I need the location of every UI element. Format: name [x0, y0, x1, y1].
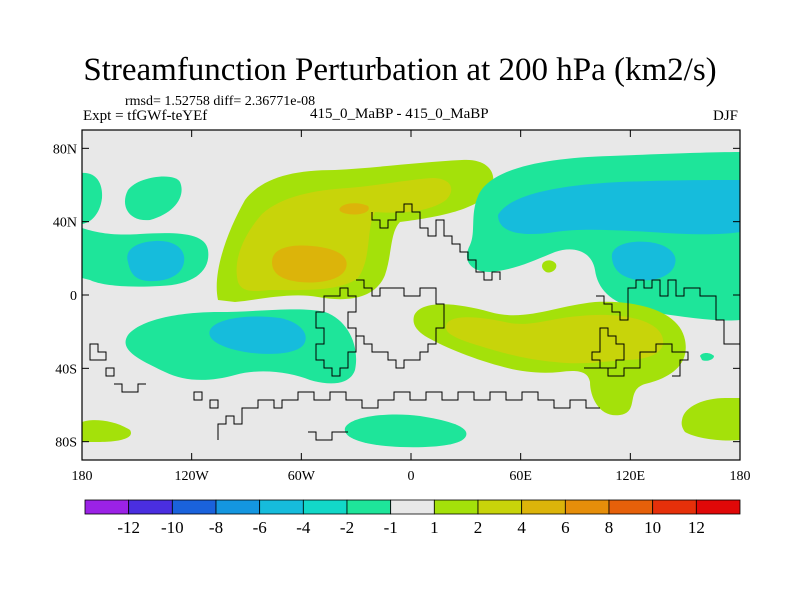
colorbar-label: 4: [517, 518, 526, 537]
x-tick-label: 120E: [616, 469, 646, 484]
colorbar-swatch: [477, 499, 523, 515]
colorbar-swatch: [521, 499, 566, 515]
colorbar-label: -8: [209, 518, 223, 537]
colorbar-label: 8: [605, 518, 614, 537]
chart-title: Streamfunction Perturbation at 200 hPa (…: [83, 52, 717, 88]
x-tick-label: 180: [730, 469, 751, 484]
colorbar-swatch: [695, 499, 741, 515]
contour-region-npac-core: [127, 240, 185, 282]
coast-maritime: [591, 327, 625, 369]
colorbar-label: -10: [161, 518, 184, 537]
colorbar-swatch: [652, 499, 697, 515]
colorbar-label: -1: [384, 518, 398, 537]
contour-region-cpac-neg: [124, 176, 182, 221]
colorbar-label: 12: [688, 518, 705, 537]
coast-africa: [356, 287, 445, 369]
colorbar-label: 10: [644, 518, 661, 537]
y-tick-label: 80N: [53, 142, 77, 157]
contour-region-nz-neg: [700, 353, 714, 361]
contour-fill-layer: [82, 152, 740, 448]
colorbar-swatch: [564, 499, 610, 515]
coast-north-america-east: [371, 203, 501, 281]
colorbar-label: -12: [117, 518, 140, 537]
coast-south-america: [315, 287, 357, 377]
colorbar: -12 -10 -8 -6 -4 -2 -1 1 2 4 6 8 10 12: [84, 499, 741, 537]
colorbar-label: 6: [561, 518, 570, 537]
coast-south-pacific-islands: [89, 343, 219, 409]
colorbar-label: -6: [253, 518, 267, 537]
contour-region-indian-4: [445, 314, 664, 364]
coast-central-america: [356, 279, 388, 297]
contour-region-small-pos: [542, 260, 557, 273]
colorbar-swatch: [433, 499, 479, 515]
contour-region-southern-pos: [681, 398, 740, 441]
contour-region-southern-pos-west: [82, 420, 131, 442]
y-tick-label: 40S: [55, 362, 77, 377]
colorbar-label: -2: [340, 518, 354, 537]
contour-region-eurasia-core2: [611, 241, 676, 281]
contour-region-spac-core: [209, 316, 306, 354]
x-tick-label: 0: [408, 469, 415, 484]
coast-antarctic-lower: [308, 431, 348, 441]
contour-region-npac-west-neg: [82, 172, 103, 224]
colorbar-label: -4: [296, 518, 311, 537]
colorbar-swatch: [215, 499, 261, 515]
coast-asia-australia: [596, 279, 740, 345]
colorbar-label: 1: [430, 518, 439, 537]
colorbar-swatch: [346, 499, 392, 515]
coast-australia: [584, 343, 689, 377]
stats-line: rmsd= 1.52758 diff= 2.36771e-08: [125, 94, 316, 109]
x-tick-label: 60W: [288, 469, 316, 484]
colorbar-swatch: [608, 499, 654, 515]
y-tick-label: 0: [70, 289, 77, 304]
x-tick-label: 180: [72, 469, 93, 484]
colorbar-swatch: [171, 499, 217, 515]
coast-west-wedge: [114, 383, 146, 393]
season-label: DJF: [712, 108, 738, 124]
contour-region-atl-6b: [339, 203, 369, 215]
y-axis: 80N 40N 0 40S 80S: [53, 142, 740, 451]
colorbar-swatch: [84, 499, 130, 515]
contour-region-southern-neg: [344, 414, 467, 448]
contour-region-atl-6: [272, 245, 347, 283]
x-axis: 180 120W 60W 0 60E 120E 180: [72, 130, 751, 484]
y-tick-label: 40N: [53, 216, 77, 231]
y-tick-label: 80S: [55, 436, 77, 451]
experiment-label: Expt = tfGWf-teYEf: [83, 108, 208, 124]
contour-region-eurasia-core: [498, 180, 740, 235]
colorbar-swatch: [390, 499, 435, 515]
colorbar-swatch: [302, 499, 348, 515]
colorbar-swatch: [259, 499, 304, 515]
coastlines: [89, 203, 740, 441]
colorbar-label: 2: [474, 518, 483, 537]
x-tick-label: 120W: [175, 469, 210, 484]
case-label: 415_0_MaBP - 415_0_MaBP: [310, 106, 489, 122]
x-tick-label: 60E: [509, 469, 532, 484]
coast-antarctica: [217, 391, 600, 440]
colorbar-swatch: [128, 499, 173, 515]
